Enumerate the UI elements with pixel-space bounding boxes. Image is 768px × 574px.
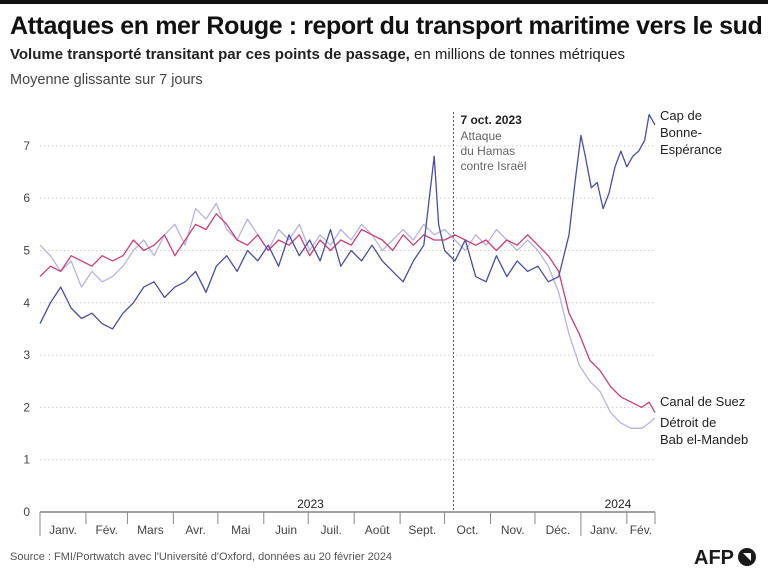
series-label: Canal de Suez [660, 394, 745, 409]
subtitle-bold: Volume transporté transitant par ces poi… [10, 46, 410, 63]
afp-logo-text: AFP [694, 547, 734, 569]
x-tick-label: Déc. [546, 523, 571, 537]
series-label: Bab el-Mandeb [660, 432, 748, 447]
series-label: Cap de [660, 108, 702, 123]
series-line [39, 202, 656, 429]
y-tick-label: 7 [23, 139, 30, 153]
series-line [39, 213, 656, 413]
year-label-2023: 2023 [297, 497, 324, 511]
y-tick-label: 5 [23, 243, 30, 257]
y-axis: 0 1 2 3 4 5 6 7 [23, 139, 30, 519]
y-tick-label: 3 [23, 348, 30, 362]
chart-note: Moyenne glissante sur 7 jours [10, 72, 203, 88]
y-tick-label: 6 [23, 191, 30, 205]
afp-logo: AFP [694, 547, 756, 569]
event-description: du Hamas [460, 144, 515, 158]
y-tick-label: 4 [23, 296, 30, 310]
series-lines [39, 113, 656, 429]
x-tick-label: Avr. [185, 523, 205, 537]
x-tick-label: Janv. [49, 523, 77, 537]
afp-logo-mark-cut [743, 553, 751, 561]
series-line [39, 113, 656, 330]
x-tick-label: Mars [137, 523, 164, 537]
top-rule [0, 0, 768, 4]
subtitle-unit: en millions de tonnes métriques [409, 46, 625, 63]
x-tick-label: Juil. [321, 523, 342, 537]
x-axis: Janv. Fév. Mars Avr. Mai Juin Juil. Août Sept. Oc… [39, 497, 656, 537]
x-tick-label: Mai [231, 523, 250, 537]
x-tick-label: Nov. [501, 523, 525, 537]
source-note: Source : FMI/Portwatch avec l'Université… [10, 551, 393, 563]
series-label: Espérance [660, 142, 722, 157]
x-tick-label: Sept. [408, 523, 436, 537]
series-label: Bonne- [660, 125, 702, 140]
chart-title: Attaques en mer Rouge : report du transp… [10, 12, 763, 40]
series-labels: Cap de Bonne- Espérance Canal de Suez Détroi… [660, 108, 748, 447]
x-tick-label: Août [365, 523, 390, 537]
y-tick-label: 1 [23, 453, 30, 467]
series-label: Détroit de [660, 415, 716, 430]
y-tick-label: 2 [23, 400, 30, 414]
event-description: Attaque [460, 129, 502, 143]
x-tick-label: Janv. [590, 523, 618, 537]
event-description: contre Israël [460, 159, 526, 173]
gridlines [40, 145, 655, 461]
event-title: 7 oct. 2023 [460, 113, 522, 127]
x-tick-label: Fév. [95, 523, 117, 537]
x-tick-label: Oct. [457, 523, 479, 537]
x-tick-label: Juin [275, 523, 297, 537]
year-label-2024: 2024 [605, 497, 632, 511]
x-tick-label: Fév. [630, 523, 652, 537]
y-tick-label: 0 [23, 505, 30, 519]
chart-subtitle: Volume transporté transitant par ces poi… [10, 46, 625, 63]
